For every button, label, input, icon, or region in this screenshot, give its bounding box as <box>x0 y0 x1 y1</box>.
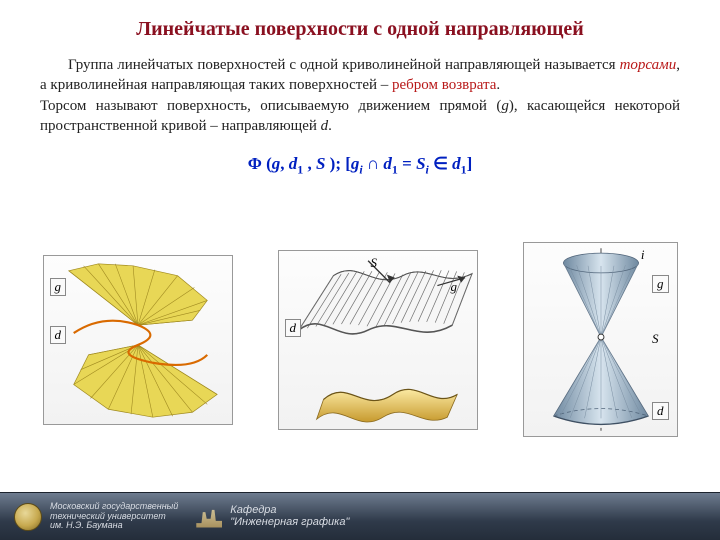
fig3-label-d: d <box>652 402 669 420</box>
department-block: Кафедра "Инженерная графика" <box>196 505 349 528</box>
fig2-label-g: g <box>447 279 462 295</box>
uni-line3: им. Н.Э. Баумана <box>50 521 178 530</box>
page-title: Линейчатые поверхности с одной направляю… <box>0 18 720 41</box>
p2-c: . <box>328 118 332 134</box>
f-t7: ∈ <box>429 154 452 173</box>
f-t4: ); [ <box>325 154 350 173</box>
term-torsami: торсами <box>620 57 677 73</box>
university-emblem-icon <box>14 503 42 531</box>
f-d: d <box>289 154 298 173</box>
f-t1: Φ ( <box>248 154 272 173</box>
figure-1: g d <box>43 255 233 425</box>
figures-row: g d S d g i g S d <box>0 187 720 492</box>
fig2-label-d: d <box>285 319 302 337</box>
f-d2: d <box>383 154 392 173</box>
p2-a: Торсом называют поверхность, описываемую… <box>40 98 501 114</box>
department-text: Кафедра "Инженерная графика" <box>230 505 349 528</box>
term-rebrom: ребром возврата <box>392 77 496 93</box>
university-text: Московский государственный технический у… <box>50 502 178 530</box>
fig3-label-S: S <box>648 331 663 347</box>
f-t6: = <box>398 154 416 173</box>
f-t8: ] <box>467 154 473 173</box>
p1-a: Группа линейчатых поверхностей с одной к… <box>68 57 620 73</box>
fig1-label-g: g <box>50 278 67 296</box>
figure-2-svg <box>279 250 477 430</box>
p1-c: . <box>496 77 500 93</box>
footer: Московский государственный технический у… <box>0 492 720 540</box>
f-t2: , <box>280 154 289 173</box>
dept-line1: Кафедра <box>230 505 349 517</box>
fig3-label-g: g <box>652 275 669 293</box>
figure-2: S d g <box>278 250 478 430</box>
f-t3: , <box>303 154 316 173</box>
university-block: Московский государственный технический у… <box>14 502 178 530</box>
f-d3: d <box>452 154 461 173</box>
f-g: g <box>272 154 281 173</box>
fig2-label-S: S <box>367 255 382 271</box>
f-t5: ∩ <box>363 154 384 173</box>
department-emblem-icon <box>196 506 222 528</box>
figure-1-svg <box>44 255 232 425</box>
formula: Φ (g, d1 , S ); [gi ∩ d1 = Si ∈ d1] <box>0 154 720 177</box>
f-S: S <box>316 154 325 173</box>
f-Si: S <box>416 154 425 173</box>
fig3-label-i: i <box>637 247 649 263</box>
fig1-label-d: d <box>50 326 67 344</box>
figure-3: i g S d <box>523 242 678 437</box>
body-text: Группа линейчатых поверхностей с одной к… <box>0 55 720 136</box>
dept-line2: "Инженерная графика" <box>230 517 349 529</box>
p2-g: g <box>501 98 509 114</box>
